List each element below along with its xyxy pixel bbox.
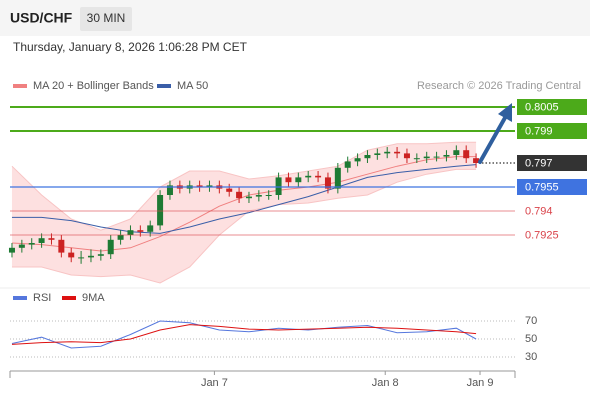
candle-body bbox=[453, 150, 460, 155]
candle-body bbox=[384, 151, 391, 154]
candle-body bbox=[38, 238, 45, 243]
rsi-tick-label: 30 bbox=[525, 351, 537, 363]
candle-body bbox=[463, 150, 470, 159]
candle-body bbox=[374, 153, 381, 155]
chart-title: USD/CHF bbox=[10, 10, 73, 26]
candle-body bbox=[275, 177, 282, 195]
ma-line bbox=[11, 164, 477, 234]
legend-label: 9MA bbox=[82, 292, 105, 304]
legend-label: MA 50 bbox=[177, 80, 208, 92]
candle-body bbox=[236, 191, 243, 199]
candle-body bbox=[423, 156, 430, 159]
legend-label: RSI bbox=[33, 292, 51, 304]
bollinger-upper bbox=[11, 141, 477, 231]
candle-body bbox=[334, 167, 341, 189]
level-label: 0.799 bbox=[525, 125, 553, 137]
candle-body bbox=[206, 185, 213, 187]
level-label: 0.797 bbox=[525, 157, 553, 169]
candle-body bbox=[403, 153, 410, 159]
legend-label: MA 20 + Bollinger Bands bbox=[33, 80, 154, 92]
rsi-line bbox=[11, 324, 477, 345]
candle-body bbox=[433, 156, 440, 158]
candle-body bbox=[245, 196, 252, 199]
candle-body bbox=[344, 161, 351, 168]
candle-body bbox=[18, 244, 25, 248]
level-box bbox=[517, 155, 587, 171]
level-label: 0.8005 bbox=[525, 101, 559, 113]
level-label: 0.7925 bbox=[525, 229, 559, 241]
candle-body bbox=[58, 239, 65, 253]
timeframe-box bbox=[80, 7, 132, 31]
rsi-tick-label: 70 bbox=[525, 315, 537, 327]
candle-body bbox=[265, 195, 272, 196]
candle-body bbox=[166, 185, 173, 195]
candle-body bbox=[226, 188, 233, 192]
candle-body bbox=[354, 158, 361, 162]
candle-body bbox=[305, 175, 312, 178]
forecast-arrowhead bbox=[498, 103, 512, 122]
rsi-tick-label: 50 bbox=[525, 333, 537, 345]
candle-body bbox=[48, 238, 55, 240]
candle-body bbox=[413, 158, 420, 160]
legend-swatch bbox=[13, 296, 27, 300]
source: Research © 2026 Trading Central bbox=[417, 80, 581, 92]
level-box bbox=[517, 99, 587, 115]
candle-body bbox=[285, 177, 292, 183]
candle-body bbox=[394, 151, 401, 154]
candle-body bbox=[107, 239, 114, 255]
legend-swatch bbox=[157, 84, 171, 88]
rsi-line bbox=[11, 320, 477, 349]
candle-body bbox=[8, 247, 15, 253]
candle-body bbox=[97, 254, 104, 256]
candle-body bbox=[68, 252, 75, 258]
candle-body bbox=[315, 175, 322, 178]
level-box bbox=[517, 179, 587, 195]
candle-body bbox=[28, 243, 35, 245]
candle-body bbox=[127, 230, 134, 235]
timeframe: 30 MIN bbox=[87, 11, 126, 25]
candle-body bbox=[196, 185, 203, 187]
legend-swatch bbox=[13, 84, 27, 88]
candle-body bbox=[255, 195, 262, 197]
candle-body bbox=[443, 155, 450, 157]
candle-body bbox=[87, 255, 94, 258]
candle-body bbox=[295, 177, 302, 183]
candle-body bbox=[78, 257, 85, 259]
forecast-arrow bbox=[478, 114, 508, 164]
candle-body bbox=[147, 225, 154, 232]
candle-body bbox=[473, 158, 480, 163]
legend-swatch bbox=[62, 296, 76, 300]
candle-body bbox=[364, 155, 371, 159]
candle-body bbox=[117, 235, 124, 240]
subtitle: Thursday, January 8, 2026 1:06:28 PM CET bbox=[13, 40, 248, 54]
candle-body bbox=[324, 177, 331, 189]
candle-body bbox=[157, 195, 164, 226]
x-tick-label: Jan 7 bbox=[201, 377, 228, 389]
level-box bbox=[517, 123, 587, 139]
level-label: 0.7955 bbox=[525, 181, 559, 193]
x-tick-label: Jan 8 bbox=[372, 377, 399, 389]
x-tick-label: Jan 9 bbox=[467, 377, 494, 389]
level-label: 0.794 bbox=[525, 205, 553, 217]
candle-body bbox=[137, 230, 144, 232]
